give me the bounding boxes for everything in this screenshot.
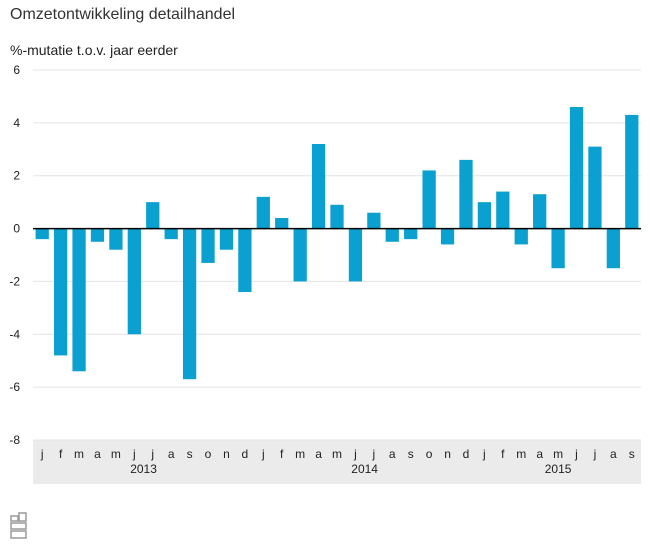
x-tick-label: s <box>629 447 635 461</box>
bar <box>35 228 49 240</box>
x-tick-label: j <box>574 447 578 461</box>
y-tick-label: -6 <box>9 380 20 394</box>
x-tick-label: a <box>536 447 543 461</box>
x-tick-label: j <box>261 447 265 461</box>
bar <box>385 228 399 242</box>
bar <box>201 228 215 263</box>
x-tick-label: m <box>74 447 84 461</box>
x-tick-label: j <box>353 447 357 461</box>
x-tick-label: a <box>168 447 175 461</box>
x-tick-label: d <box>242 447 249 461</box>
x-tick-label: j <box>482 447 486 461</box>
bar <box>440 228 455 245</box>
bar <box>90 228 105 242</box>
x-tick-label: j <box>132 447 136 461</box>
bar <box>533 194 547 229</box>
y-tick-label: -4 <box>9 327 20 341</box>
bar <box>330 204 344 229</box>
bar <box>551 228 565 269</box>
bar <box>367 212 381 229</box>
y-tick-label: -2 <box>9 274 20 288</box>
x-tick-label: s <box>187 447 193 461</box>
bar <box>496 191 510 229</box>
bar <box>514 228 528 245</box>
x-tick-label: f <box>501 447 505 461</box>
chart-title: Omzetontwikkeling detailhandel <box>10 6 236 23</box>
bar <box>311 144 326 229</box>
bar <box>127 228 141 335</box>
bar <box>477 202 492 229</box>
x-tick-label: m <box>516 447 526 461</box>
bar <box>404 228 418 240</box>
x-tick-label: m <box>332 447 342 461</box>
x-tick-label: a <box>610 447 617 461</box>
x-tick-label: n <box>223 447 230 461</box>
bar <box>238 228 252 292</box>
y-tick-label: 0 <box>13 222 20 236</box>
x-tick-label: m <box>111 447 121 461</box>
x-tick-label: a <box>94 447 101 461</box>
y-axis-ticks: 6 4 2 0 -2 -4 -6 -8 <box>9 63 20 447</box>
y-tick-label: 6 <box>13 63 20 77</box>
bar <box>182 228 197 380</box>
x-tick-label: j <box>40 447 44 461</box>
bar <box>348 228 363 282</box>
x-tick-label: a <box>389 447 396 461</box>
cbs-logo-icon <box>10 512 27 539</box>
bar <box>422 170 436 229</box>
x-tick-label: m <box>295 447 305 461</box>
x-tick-label: n <box>444 447 451 461</box>
x-tick-label: s <box>408 447 414 461</box>
bars <box>35 107 639 380</box>
bar <box>146 202 160 229</box>
x-tick-label: j <box>372 447 376 461</box>
bar <box>606 228 620 269</box>
y-tick-label: -8 <box>9 433 20 447</box>
x-axis-band <box>33 440 641 484</box>
year-label: 2015 <box>545 462 572 476</box>
x-axis-band-rect <box>33 440 641 484</box>
bar <box>219 228 234 250</box>
bar <box>256 196 270 229</box>
bar <box>109 228 123 250</box>
bar <box>275 218 289 229</box>
y-axis-label: %-mutatie t.o.v. jaar eerder <box>10 42 178 58</box>
year-label: 2014 <box>351 462 378 476</box>
x-tick-label: o <box>426 447 433 461</box>
x-tick-label: f <box>59 447 63 461</box>
x-tick-label: a <box>315 447 322 461</box>
bar <box>293 228 307 282</box>
bar <box>72 228 86 372</box>
x-tick-label: m <box>553 447 563 461</box>
bar <box>588 146 602 229</box>
bar <box>459 159 473 229</box>
year-labels: 2013 2014 2015 <box>130 462 572 476</box>
bar <box>164 228 178 240</box>
x-tick-label: j <box>150 447 154 461</box>
x-tick-label: f <box>280 447 284 461</box>
x-tick-label: j <box>593 447 597 461</box>
gridlines <box>33 69 641 441</box>
y-tick-label: 2 <box>13 169 20 183</box>
x-tick-label: d <box>463 447 470 461</box>
x-tick-label: o <box>205 447 212 461</box>
bar <box>569 107 584 229</box>
bar <box>54 228 68 356</box>
year-label: 2013 <box>130 462 157 476</box>
bar <box>625 114 639 229</box>
y-tick-label: 4 <box>13 116 20 130</box>
